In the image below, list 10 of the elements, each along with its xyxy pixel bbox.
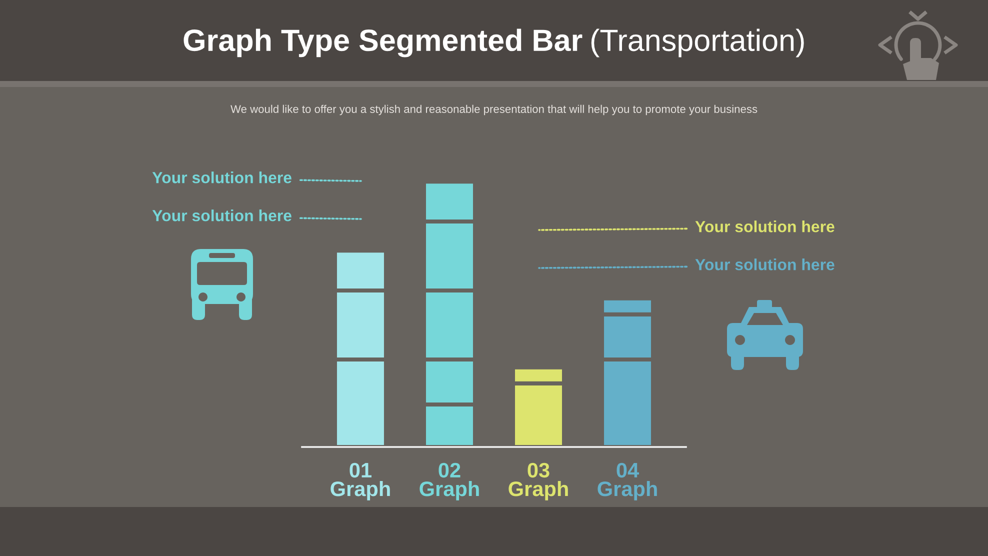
text: Your solution here <box>695 258 834 270</box>
x-tick-label: 03 Graph <box>508 462 568 500</box>
text: Your solution here <box>152 210 292 222</box>
x-tick-label: 02 Graph <box>420 462 479 500</box>
text: Your solution here <box>695 220 834 232</box>
chart-subtitle: We would like to offer you a stylish and reasonable presentation that will help you to promote your business <box>230 104 758 116</box>
text: Your solution here <box>152 172 292 184</box>
x-tick-label: 01 Graph <box>330 462 390 500</box>
x-tick-label: 04 Graph <box>598 462 657 500</box>
chart-title: Graph Type Segmented Bar (Transportation) <box>184 28 804 58</box>
